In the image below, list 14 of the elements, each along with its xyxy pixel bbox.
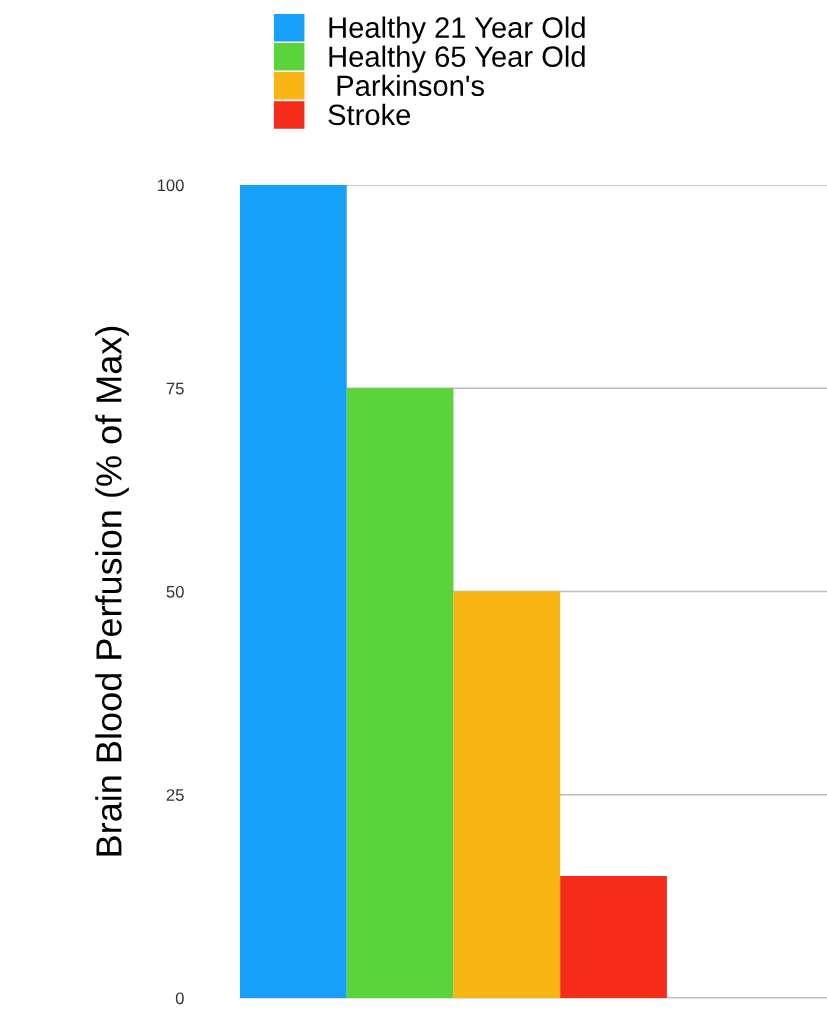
y-tick-label: 75: [166, 382, 184, 395]
legend-label: Healthy 21 Year Old: [329, 16, 585, 44]
bar: [346, 388, 454, 998]
legend-label: Stroke: [328, 103, 411, 126]
y-axis-title: Brain Blood Perfusion (% of Max): [95, 326, 129, 856]
y-tick-label: 25: [166, 789, 184, 801]
legend-label: Parkinson's: [337, 74, 484, 97]
bar: [453, 591, 561, 998]
legend-label: Healthy 65 Year Old: [329, 45, 585, 73]
bar: [560, 876, 667, 998]
y-tick-label: 0: [175, 992, 184, 1005]
y-tick-label: 100: [157, 179, 184, 192]
bar: [240, 185, 347, 998]
y-tick-label: 50: [166, 585, 184, 598]
